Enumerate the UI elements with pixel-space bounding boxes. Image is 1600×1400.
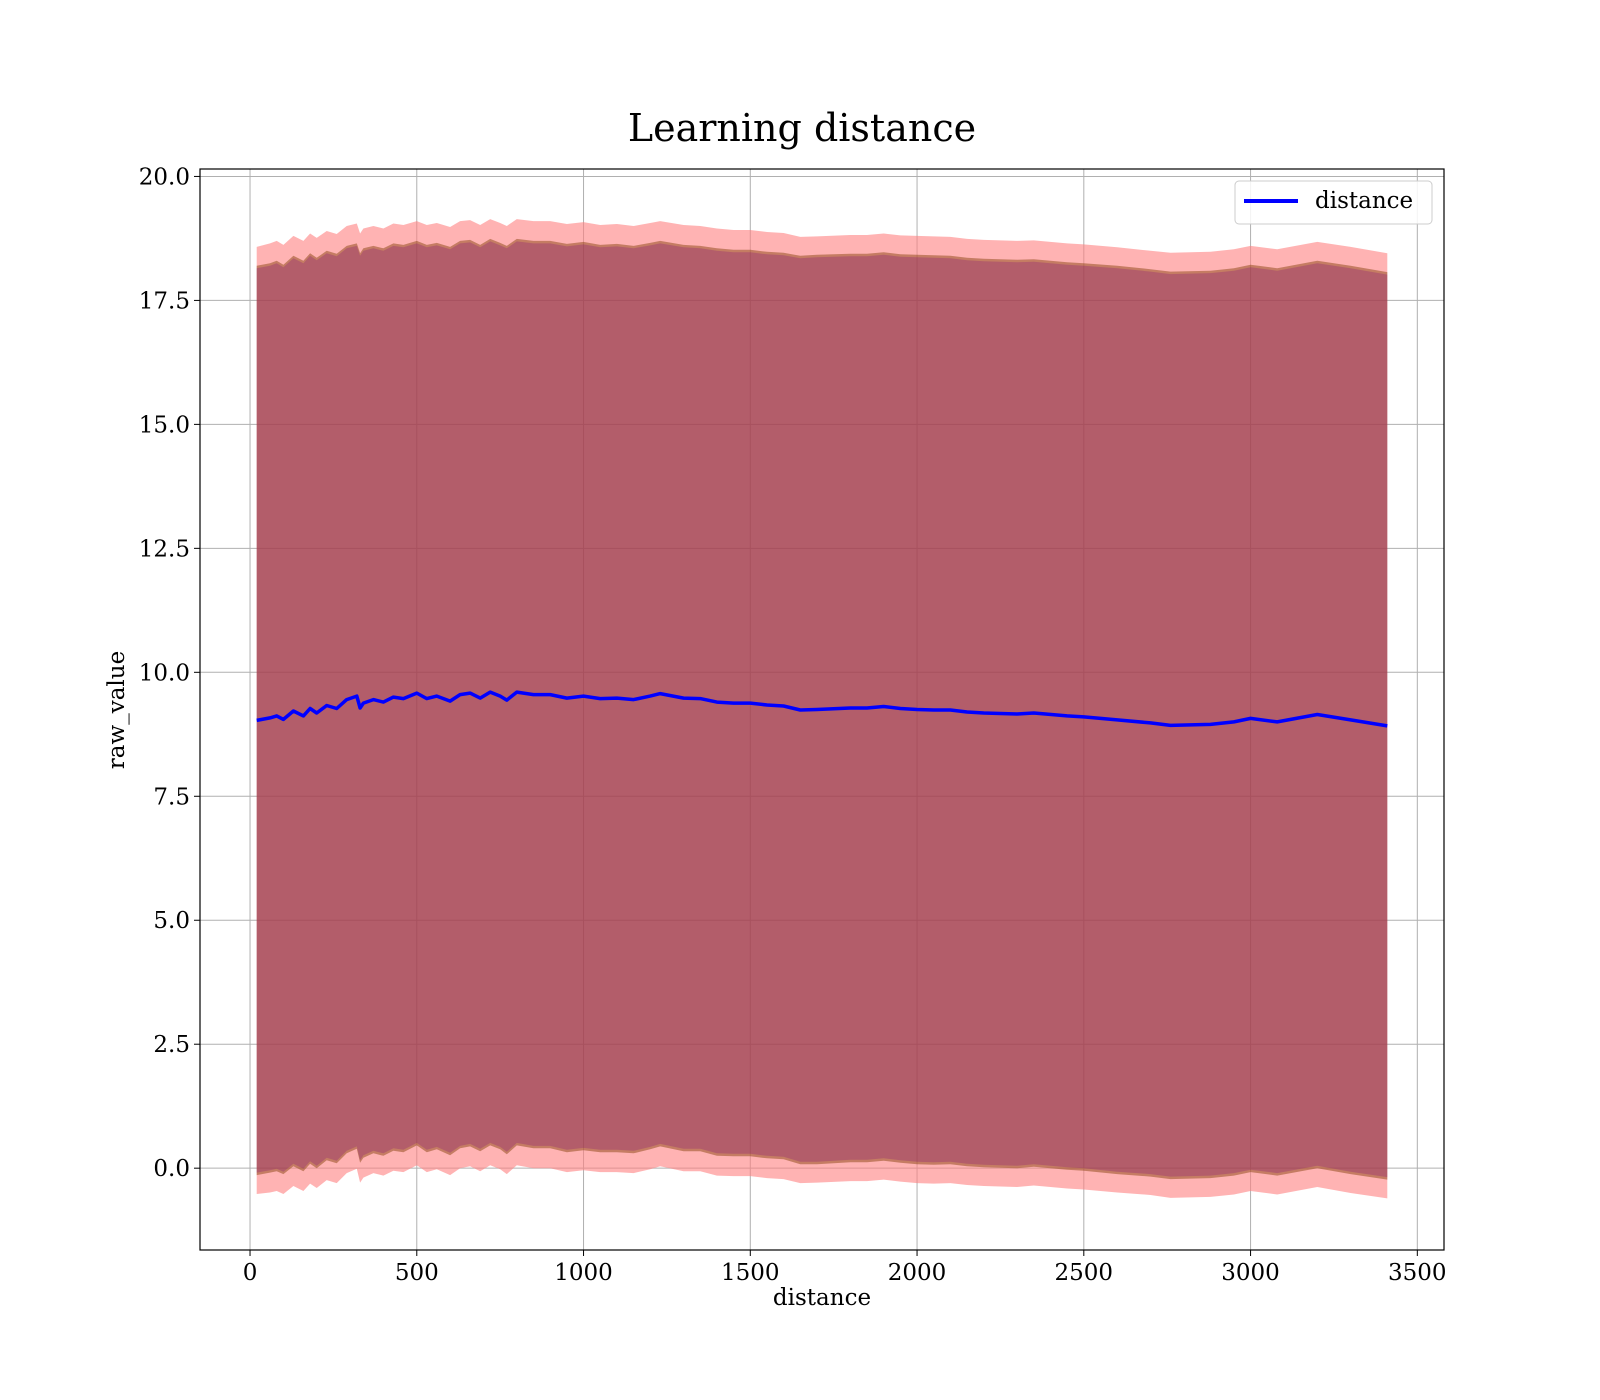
x-tick-label-500: 500: [395, 1260, 439, 1286]
y-tick-label-1: 2.5: [153, 1032, 190, 1058]
y-tick-label-7: 17.5: [139, 288, 190, 314]
series-line-distance: [256, 690, 1388, 728]
y-tick-label-6: 15.0: [139, 412, 190, 438]
x-tick-label-2000: 2000: [888, 1260, 947, 1286]
y-tick-label-5: 12.5: [139, 536, 190, 562]
chart-title: Learning distance: [628, 106, 976, 150]
x-tick-label-0: 0: [243, 1260, 258, 1286]
y-tick-label-0: 0.0: [153, 1156, 190, 1182]
x-ticks: 0 500 1000 1500 2000 2500 3000 3500: [243, 1250, 1447, 1286]
x-tick-label-3000: 3000: [1221, 1260, 1280, 1286]
x-tick-label-1000: 1000: [554, 1260, 613, 1286]
y-tick-label-8: 20.0: [139, 164, 190, 190]
y-axis-label: raw_value: [104, 651, 130, 769]
x-tick-label-2500: 2500: [1055, 1260, 1114, 1286]
y-ticks: 0.0 2.5 5.0 7.5 10.0 12.5 15.0 17.5 20.0: [139, 164, 200, 1182]
series-lines: [256, 690, 1388, 728]
x-tick-label-1500: 1500: [721, 1260, 780, 1286]
y-tick-label-4: 10.0: [139, 660, 190, 686]
legend-label-distance: distance: [1315, 188, 1413, 214]
x-axis-label: distance: [773, 1285, 871, 1311]
plot-frame: [199, 168, 1445, 1251]
legend: distance: [1234, 180, 1433, 225]
y-tick-label-2: 5.0: [153, 908, 190, 934]
x-tick-label-3500: 3500: [1388, 1260, 1447, 1286]
y-tick-label-3: 7.5: [153, 784, 190, 810]
legend-box: [1234, 180, 1433, 225]
